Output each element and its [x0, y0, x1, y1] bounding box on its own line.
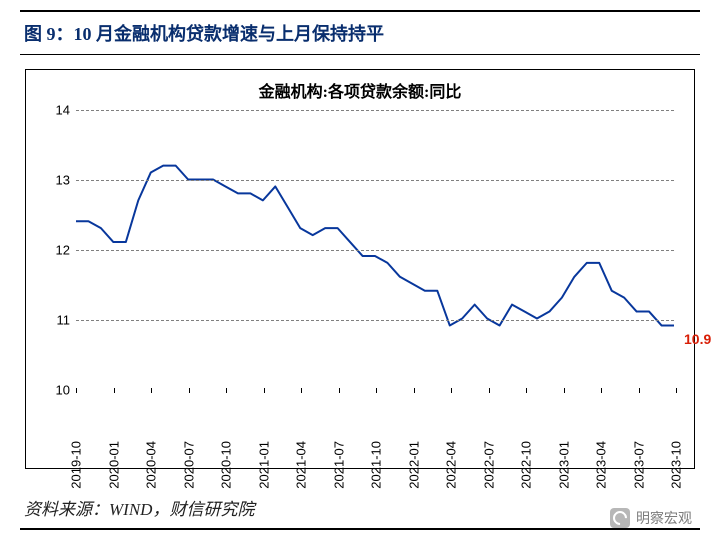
- x-tick: [526, 388, 527, 393]
- x-tick: [151, 388, 152, 393]
- x-tick: [564, 388, 565, 393]
- y-axis-label: 12: [42, 243, 70, 258]
- x-tick: [226, 388, 227, 393]
- grid-line: [76, 320, 674, 321]
- y-axis-label: 13: [42, 173, 70, 188]
- x-tick: [339, 388, 340, 393]
- x-axis-label: 2023-07: [631, 441, 646, 489]
- chart-title: 金融机构:各项贷款余额:同比: [26, 78, 694, 102]
- x-axis-label: 2019-10: [69, 441, 84, 489]
- x-axis-label: 2020-01: [106, 441, 121, 489]
- x-axis-label: 2021-01: [256, 441, 271, 489]
- x-tick: [639, 388, 640, 393]
- grid-line: [76, 110, 674, 111]
- x-tick: [189, 388, 190, 393]
- x-axis-label: 2022-01: [406, 441, 421, 489]
- x-axis-label: 2022-04: [444, 441, 459, 489]
- x-axis-label: 2021-07: [331, 441, 346, 489]
- x-tick: [601, 388, 602, 393]
- x-axis-label: 2020-10: [219, 441, 234, 489]
- x-axis-label: 2022-07: [481, 441, 496, 489]
- x-tick: [76, 388, 77, 393]
- x-tick: [489, 388, 490, 393]
- figure-title-text: 图 9：10 月金融机构贷款增速与上月保持持平: [24, 24, 384, 44]
- chart-area: 金融机构:各项贷款余额:同比 10111213142019-102020-012…: [25, 69, 695, 469]
- grid-line: [76, 250, 674, 251]
- x-axis-label: 2022-10: [519, 441, 534, 489]
- wechat-icon: [610, 508, 630, 528]
- x-axis-label: 2020-04: [144, 441, 159, 489]
- x-axis-label: 2023-04: [594, 441, 609, 489]
- x-tick: [114, 388, 115, 393]
- y-axis-label: 14: [42, 103, 70, 118]
- x-tick: [676, 388, 677, 393]
- x-axis-label: 2023-10: [669, 441, 684, 489]
- x-tick: [451, 388, 452, 393]
- watermark: 明察宏观: [610, 508, 692, 528]
- x-tick: [264, 388, 265, 393]
- line-series: [76, 110, 674, 388]
- plot-region: 10111213142019-102020-012020-042020-0720…: [76, 110, 674, 388]
- source-row: 资料来源：WIND，财信研究院: [20, 485, 700, 530]
- y-axis-label: 10: [42, 383, 70, 398]
- grid-line: [76, 180, 674, 181]
- x-axis-label: 2021-10: [369, 441, 384, 489]
- x-tick: [376, 388, 377, 393]
- x-axis-label: 2020-07: [181, 441, 196, 489]
- figure-title: 图 9：10 月金融机构贷款增速与上月保持持平: [20, 10, 700, 55]
- series-line: [76, 166, 674, 326]
- y-axis-label: 11: [42, 313, 70, 328]
- x-axis-label: 2023-01: [556, 441, 571, 489]
- x-tick: [301, 388, 302, 393]
- end-value-label: 10.9: [684, 331, 711, 347]
- watermark-text: 明察宏观: [636, 508, 692, 528]
- x-axis-label: 2021-04: [294, 441, 309, 489]
- source-text: 资料来源：WIND，财信研究院: [24, 500, 254, 519]
- x-tick: [414, 388, 415, 393]
